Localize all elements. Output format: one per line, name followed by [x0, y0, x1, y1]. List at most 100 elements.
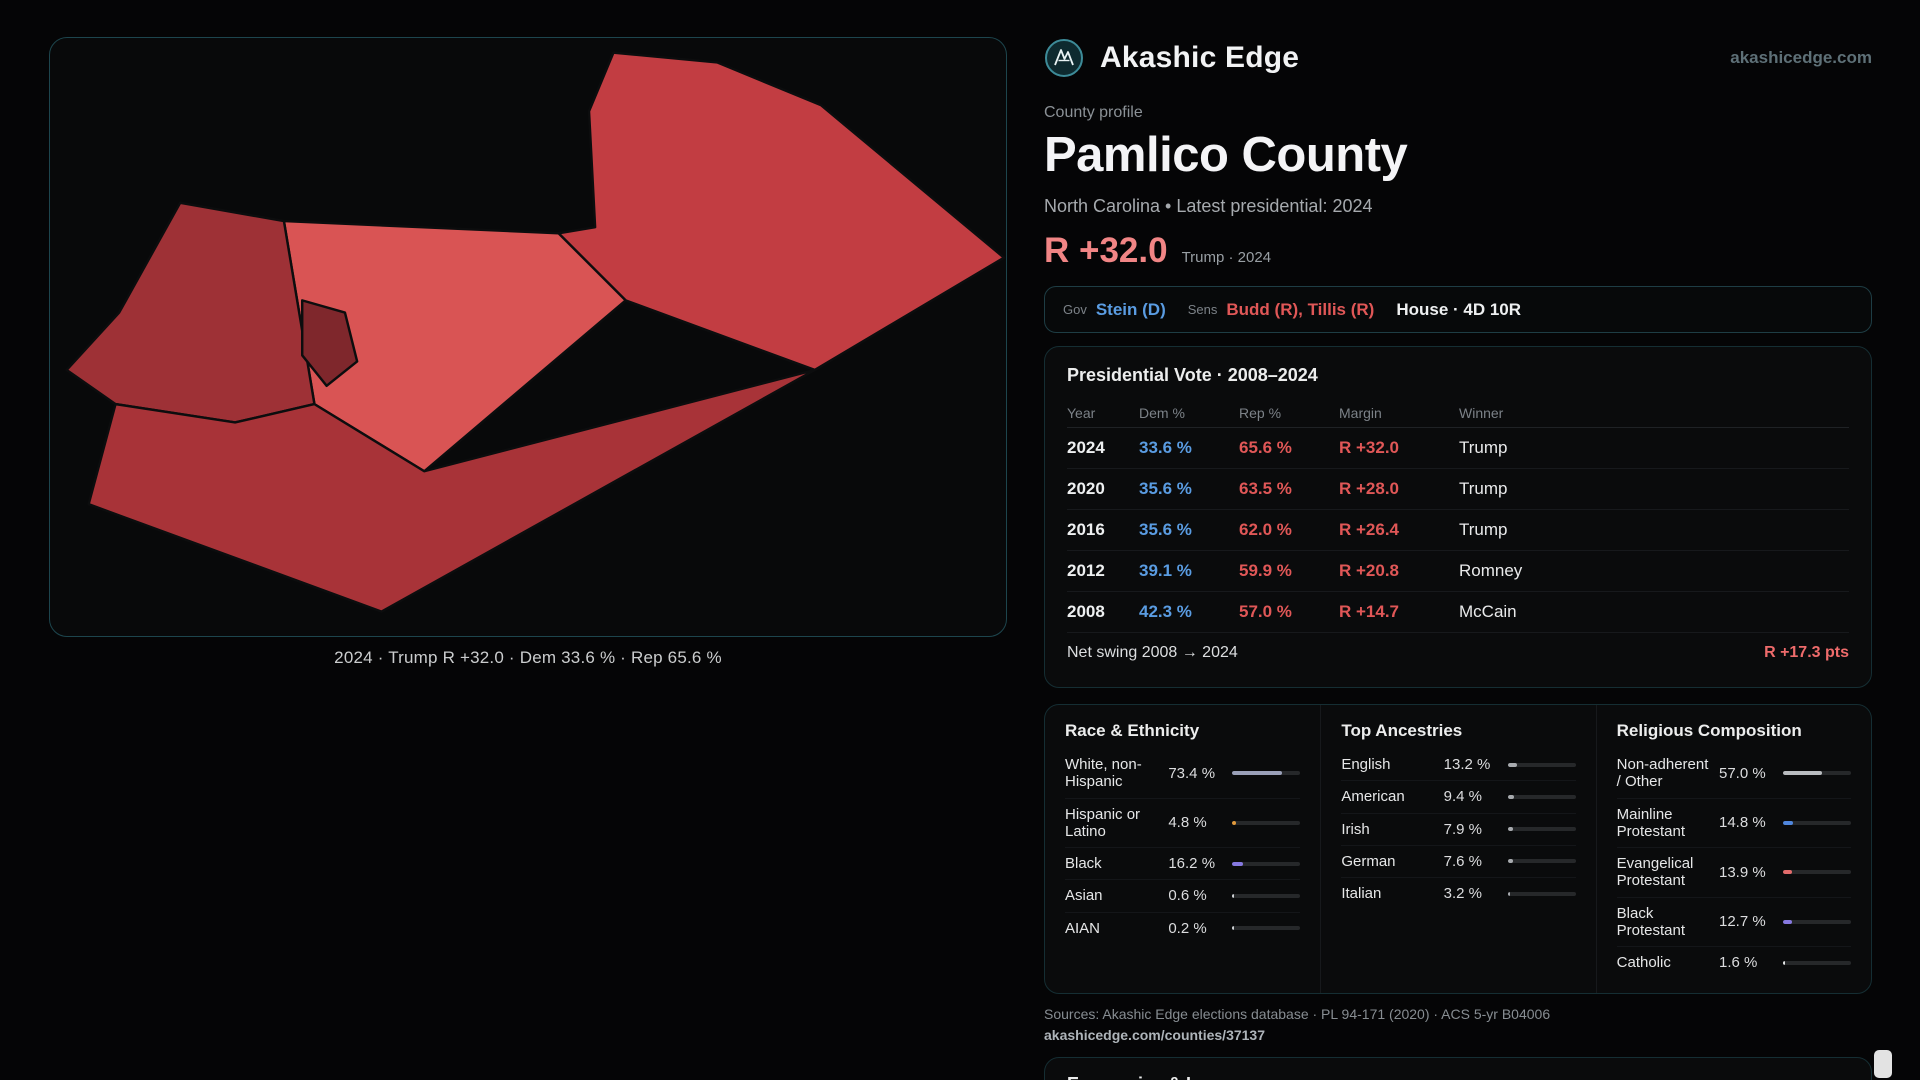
cell-winner: Trump: [1459, 479, 1508, 498]
demographic-row: German 7.6 %: [1341, 846, 1576, 878]
cell-year: 2016: [1067, 520, 1105, 539]
cell-year: 2020: [1067, 479, 1105, 498]
demographic-bar: [1783, 771, 1851, 776]
demographic-value: 0.6 %: [1168, 887, 1207, 905]
demographic-row: Non-adherent / Other 57.0 %: [1616, 749, 1851, 799]
page-title: Pamlico County: [1044, 128, 1408, 182]
county-subdivision-shape-northwest: [65, 201, 316, 424]
demographic-bar: [1507, 827, 1576, 832]
headline-margin-row: R +32.0 Trump · 2024: [1044, 231, 1872, 271]
table-header-row: Year Dem % Rep % Margin Winner: [1067, 398, 1849, 428]
cell-margin: R +28.0: [1339, 479, 1400, 498]
cell-rep: 65.6 %: [1239, 438, 1292, 457]
table-row: 2012 39.1 % 59.9 % R +20.8 Romney: [1067, 551, 1849, 592]
demographic-bar: [1783, 870, 1851, 875]
demographic-row: Irish 7.9 %: [1341, 814, 1576, 846]
cell-dem: 42.3 %: [1139, 602, 1192, 621]
demographic-label: American: [1341, 788, 1405, 806]
demographic-row: Black Protestant 12.7 %: [1616, 898, 1851, 947]
demographic-label: Asian: [1065, 887, 1103, 905]
table-row: 2008 42.3 % 57.0 % R +14.7 McCain: [1067, 592, 1849, 633]
cell-winner: Trump: [1459, 438, 1508, 457]
demographic-value: 3.2 %: [1443, 885, 1483, 903]
demographic-row: White, non-Hispanic 73.4 %: [1065, 749, 1301, 799]
gov-label: Gov: [1063, 302, 1087, 317]
cell-rep: 59.9 %: [1239, 561, 1292, 580]
headline-margin-context: Trump · 2024: [1181, 249, 1272, 266]
demographic-bar: [1507, 859, 1576, 864]
scrollbar-thumb[interactable]: [1874, 1050, 1892, 1078]
demographic-label: AIAN: [1065, 919, 1101, 937]
col-header-winner: Winner: [1459, 404, 1504, 421]
demographic-bar: [1232, 771, 1301, 776]
race-ethnicity-title: Race & Ethnicity: [1065, 721, 1200, 740]
demographic-value: 9.4 %: [1443, 788, 1483, 806]
demographic-bar: [1783, 960, 1851, 965]
sources-block: Sources: Akashic Edge elections database…: [1044, 1006, 1872, 1045]
site-domain-link[interactable]: akashicedge.com: [1730, 48, 1872, 67]
ancestries-title: Top Ancestries: [1341, 721, 1463, 740]
economics-title: Economics & Language: [1067, 1074, 1849, 1080]
cell-margin: R +26.4: [1339, 520, 1400, 539]
county-map-panel: [49, 37, 1007, 637]
demographic-bar: [1232, 926, 1301, 931]
cell-dem: 39.1 %: [1139, 561, 1192, 580]
cell-margin: R +32.0: [1339, 438, 1400, 457]
religion-column: Religious Composition Non-adherent / Oth…: [1595, 705, 1871, 993]
col-header-margin: Margin: [1339, 404, 1382, 421]
demographic-value: 7.6 %: [1443, 852, 1483, 870]
demographic-value: 7.9 %: [1443, 820, 1483, 838]
cell-winner: McCain: [1459, 602, 1517, 621]
sens-label: Sens: [1187, 302, 1218, 317]
demographics-panel: Race & Ethnicity White, non-Hispanic 73.…: [1044, 704, 1872, 994]
demographic-value: 73.4 %: [1168, 764, 1216, 782]
demographic-row: Evangelical Protestant 13.9 %: [1616, 848, 1851, 898]
cell-rep: 57.0 %: [1239, 602, 1292, 621]
demographic-bar: [1783, 820, 1851, 825]
demographic-label: Irish: [1341, 820, 1370, 838]
demographic-bar: [1507, 794, 1576, 799]
demographic-row: Catholic 1.6 %: [1617, 947, 1851, 978]
county-subdivision-shape-east: [557, 51, 1006, 372]
demographic-bar: [1783, 919, 1851, 924]
demographic-row: Mainline Protestant 14.8 %: [1616, 799, 1851, 848]
demographic-value: 14.8 %: [1719, 814, 1766, 832]
demographic-label: Black Protestant: [1616, 904, 1686, 939]
demographic-label: Hispanic or Latino: [1065, 805, 1141, 840]
county-profile-kicker: County profile: [1044, 104, 1143, 121]
map-caption: 2024 · Trump R +32.0 · Dem 33.6 % · Rep …: [334, 648, 722, 667]
demographic-label: English: [1341, 756, 1391, 773]
demographic-label: Black: [1065, 855, 1102, 872]
cell-winner: Trump: [1459, 520, 1508, 539]
demographic-label: Non-adherent / Other: [1616, 756, 1709, 791]
demographic-bar: [1232, 893, 1301, 898]
table-row: 2020 35.6 % 63.5 % R +28.0 Trump: [1067, 469, 1849, 510]
county-permalink[interactable]: akashicedge.com/counties/37137: [1044, 1027, 1265, 1043]
demographic-value: 13.9 %: [1719, 863, 1766, 881]
demographic-bar: [1507, 891, 1576, 896]
cell-dem: 35.6 %: [1139, 520, 1192, 539]
col-header-dem: Dem %: [1139, 404, 1185, 421]
demographic-row: American 9.4 %: [1341, 781, 1576, 814]
table-row: 2024 33.6 % 65.6 % R +32.0 Trump: [1067, 428, 1849, 469]
county-subdivision-shape-south: [87, 368, 817, 613]
net-swing-row: Net swing 2008 → 2024 R +17.3 pts: [1067, 633, 1849, 673]
cell-margin: R +20.8: [1339, 561, 1400, 580]
brand-logo-icon: [1044, 38, 1084, 78]
sources-text: Sources: Akashic Edge elections database…: [1044, 1006, 1551, 1022]
profile-column: Akashic Edge akashicedge.com County prof…: [1044, 36, 1872, 1080]
cell-dem: 35.6 %: [1139, 479, 1192, 498]
table-row: 2016 35.6 % 62.0 % R +26.4 Trump: [1067, 510, 1849, 551]
race-ethnicity-column: Race & Ethnicity White, non-Hispanic 73.…: [1045, 705, 1320, 993]
presidential-vote-title: Presidential Vote · 2008–2024: [1067, 365, 1318, 385]
cell-rep: 63.5 %: [1239, 479, 1292, 498]
net-swing-value: R +17.3 pts: [1764, 644, 1849, 661]
cell-year: 2024: [1067, 438, 1105, 457]
demographic-row: Black 16.2 %: [1065, 848, 1301, 881]
demographic-row: Hispanic or Latino 4.8 %: [1065, 799, 1301, 848]
demographic-row: AIAN 0.2 %: [1065, 913, 1301, 944]
cell-dem: 33.6 %: [1139, 438, 1192, 457]
demographic-value: 16.2 %: [1168, 855, 1216, 873]
officials-bar: Gov Stein (D) Sens Budd (R), Tillis (R) …: [1044, 286, 1872, 333]
